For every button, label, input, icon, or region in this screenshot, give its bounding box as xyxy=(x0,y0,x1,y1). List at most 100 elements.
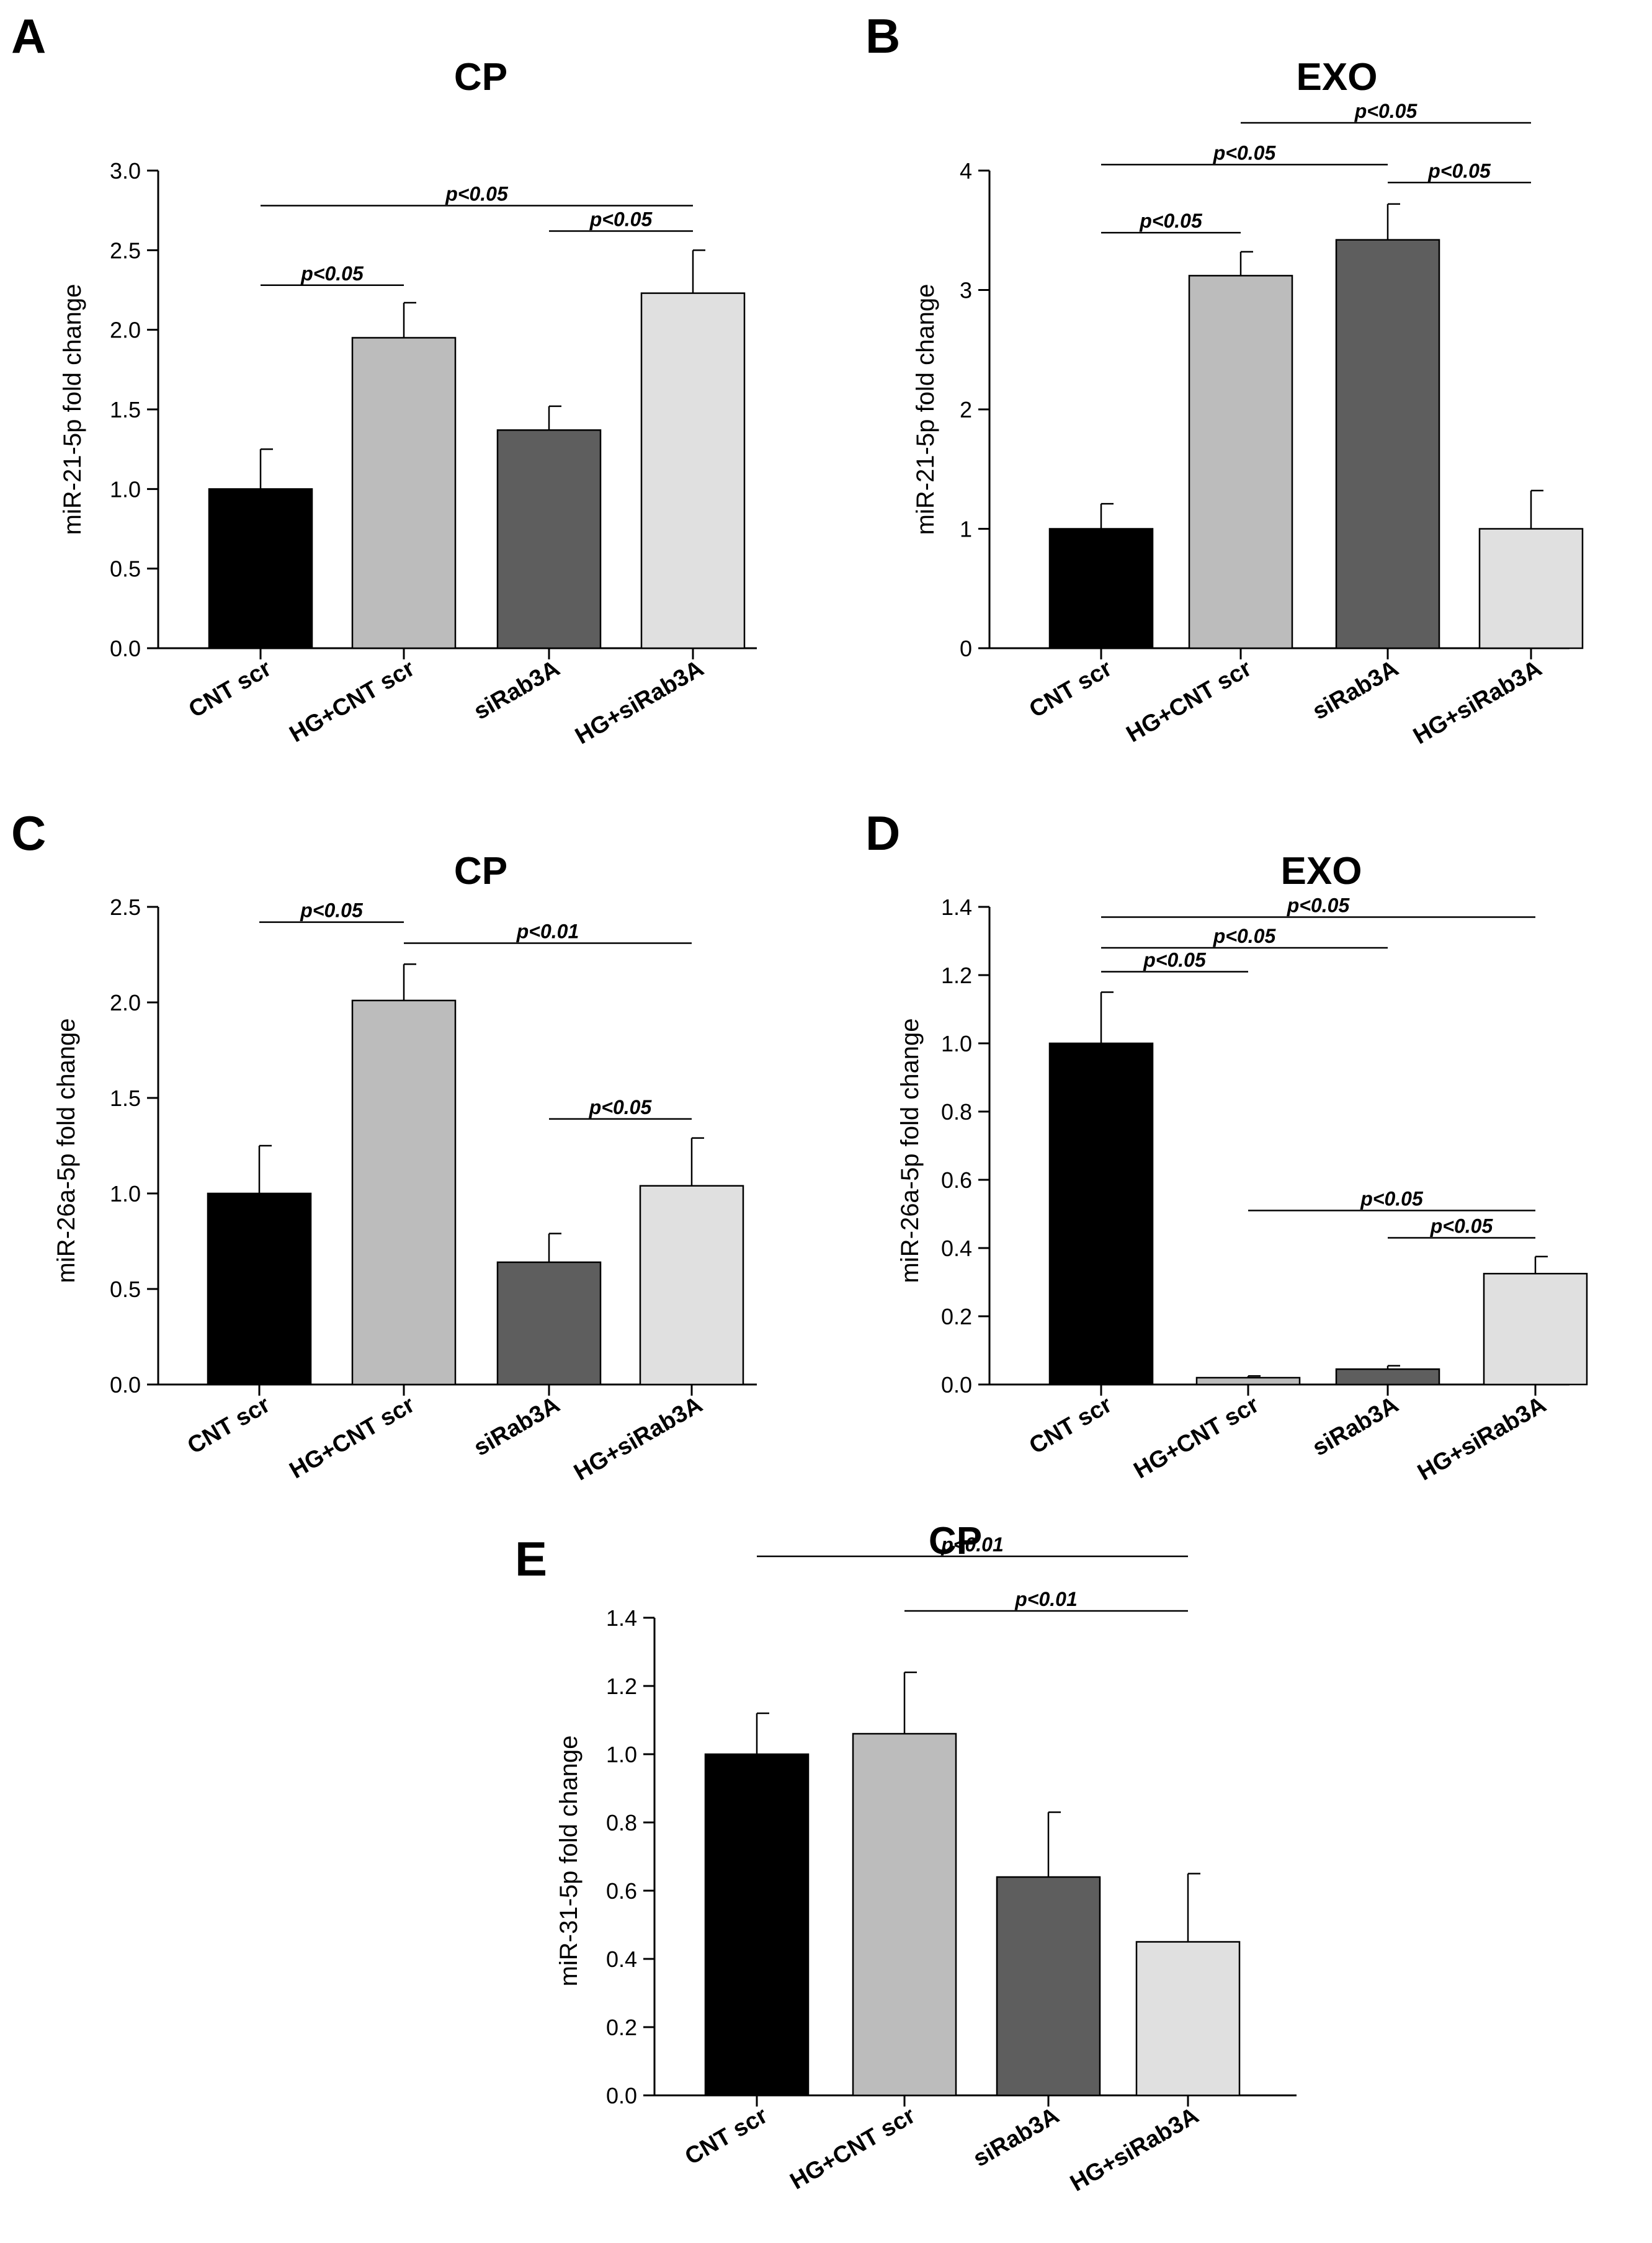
significance-label: p<0.05 xyxy=(1360,1188,1424,1210)
panel-letter: A xyxy=(11,9,46,63)
bar xyxy=(1195,1376,1301,1386)
significance-label: p<0.05 xyxy=(1430,1215,1494,1237)
panel-letter: C xyxy=(11,806,46,860)
y-tick-label: 0.2 xyxy=(606,2015,637,2040)
y-tick-label: 0.0 xyxy=(110,1372,141,1398)
y-tick-label: 1.5 xyxy=(110,397,141,422)
category-label: HG+siRab3A xyxy=(1409,655,1546,749)
category-label: HG+CNT scr xyxy=(786,2102,920,2195)
significance-label: p<0.05 xyxy=(445,182,509,205)
bar xyxy=(1335,239,1440,649)
bar xyxy=(639,1185,744,1386)
y-tick-label: 0.2 xyxy=(941,1304,972,1329)
bar xyxy=(207,1192,312,1386)
y-tick-label: 1.2 xyxy=(606,1674,637,1699)
y-tick-label: 0.8 xyxy=(941,1099,972,1125)
bar xyxy=(704,1753,810,2097)
y-tick-label: 3.0 xyxy=(110,158,141,184)
y-tick-label: 0.0 xyxy=(941,1372,972,1398)
category-label: HG+CNT scr xyxy=(285,655,419,747)
bar xyxy=(496,1261,602,1386)
category-label: CNT scr xyxy=(1025,1391,1116,1459)
y-tick-label: 2.0 xyxy=(110,318,141,343)
y-tick-label: 0.8 xyxy=(606,1810,637,1835)
y-tick-label: 1.2 xyxy=(941,963,972,988)
y-tick-label: 1.0 xyxy=(110,476,141,502)
chart-panel-a: A CP 0.0 0.5 1.0 1.5 2.0 2.5 3.0 miR-21-5p fold c… xyxy=(11,9,757,749)
y-tick-label: 0.4 xyxy=(606,1946,637,1972)
y-tick-label: 1.5 xyxy=(110,1086,141,1111)
chart-panel-d: D EXO 0.0 0.2 0.4 0.6 0.8 1.0 1.2 1.4 miR-26a-5p f… xyxy=(865,806,1588,1486)
y-tick-label: 0.6 xyxy=(606,1878,637,1904)
significance-label: p<0.01 xyxy=(516,921,579,943)
y-tick-label: 1.4 xyxy=(606,1605,637,1631)
chart-panel-c: C CP 0.0 0.5 1.0 1.5 2.0 2.5 miR-26a-5p fold cha… xyxy=(11,806,757,1486)
panel-letter: D xyxy=(865,806,900,860)
category-label: siRab3A xyxy=(470,655,565,725)
significance-label: p<0.05 xyxy=(1427,159,1491,182)
y-tick-label: 0.6 xyxy=(941,1167,972,1193)
category-label: CNT scr xyxy=(1025,655,1116,723)
category-label: HG+CNT scr xyxy=(285,1391,419,1484)
category-label: HG+CNT scr xyxy=(1130,1391,1264,1484)
category-label: siRab3A xyxy=(1308,1391,1403,1461)
y-axis-label: miR-26a-5p fold change xyxy=(53,1019,80,1283)
category-label: siRab3A xyxy=(969,2102,1064,2172)
y-tick-label: 1.0 xyxy=(110,1181,141,1206)
significance-label: p<0.05 xyxy=(1354,100,1418,122)
category-label: HG+CNT scr xyxy=(1122,655,1256,747)
bar xyxy=(1135,1941,1241,2097)
y-tick-label: 0.0 xyxy=(110,636,141,661)
bar xyxy=(1335,1368,1440,1386)
y-tick-label: 1.4 xyxy=(941,894,972,920)
significance-label: p<0.01 xyxy=(1014,1588,1078,1610)
category-label: CNT scr xyxy=(184,655,275,723)
y-tick-label: 0.5 xyxy=(110,556,141,582)
significance-label: p<0.05 xyxy=(1213,925,1277,947)
chart-title: EXO xyxy=(1281,850,1362,893)
y-tick-label: 0.0 xyxy=(606,2083,637,2108)
y-tick-label: 4 xyxy=(960,158,972,184)
chart-title: CP xyxy=(454,850,507,893)
category-label: siRab3A xyxy=(1308,655,1403,725)
significance-label: p<0.01 xyxy=(940,1533,1004,1556)
significance-label: p<0.05 xyxy=(1287,894,1351,917)
category-label: HG+siRab3A xyxy=(569,1391,707,1486)
y-tick-label: 2.5 xyxy=(110,894,141,920)
chart-panel-e: E CP 0.0 0.2 0.4 0.6 0.8 1.0 1.2 1.4 miR-31-5p fol… xyxy=(515,1520,1297,2196)
y-axis-label: miR-31-5p fold change xyxy=(555,1736,583,1987)
y-axis-label: miR-21-5p fold change xyxy=(912,284,939,535)
significance-label: p<0.05 xyxy=(589,208,653,231)
y-tick-label: 2.5 xyxy=(110,238,141,263)
category-label: HG+siRab3A xyxy=(1066,2102,1203,2196)
y-tick-label: 0.5 xyxy=(110,1277,141,1302)
bar xyxy=(1188,275,1293,649)
significance-label: p<0.05 xyxy=(589,1096,653,1118)
bar xyxy=(351,337,457,649)
category-label: siRab3A xyxy=(470,1391,565,1461)
chart-title: CP xyxy=(454,56,507,99)
chart-title: EXO xyxy=(1297,56,1378,99)
category-label: HG+siRab3A xyxy=(1413,1391,1550,1486)
y-tick-label: 0 xyxy=(960,636,972,661)
y-tick-label: 1.0 xyxy=(941,1031,972,1056)
significance-label: p<0.05 xyxy=(300,262,364,285)
y-tick-label: 3 xyxy=(960,278,972,303)
y-tick-label: 0.4 xyxy=(941,1236,972,1261)
y-tick-label: 1 xyxy=(960,517,972,542)
significance-label: p<0.05 xyxy=(1213,141,1277,164)
bar xyxy=(351,999,457,1386)
bar xyxy=(208,488,313,649)
bar xyxy=(1478,528,1584,649)
bar xyxy=(996,1876,1101,2097)
bar xyxy=(640,292,746,649)
bar xyxy=(1048,528,1154,649)
y-axis-label: miR-21-5p fold change xyxy=(59,284,86,535)
category-label: CNT scr xyxy=(681,2102,772,2170)
chart-title: CP xyxy=(929,1520,982,1563)
significance-label: p<0.05 xyxy=(300,899,364,922)
y-axis-label: miR-26a-5p fold change xyxy=(896,1019,924,1283)
bar xyxy=(1048,1042,1154,1386)
